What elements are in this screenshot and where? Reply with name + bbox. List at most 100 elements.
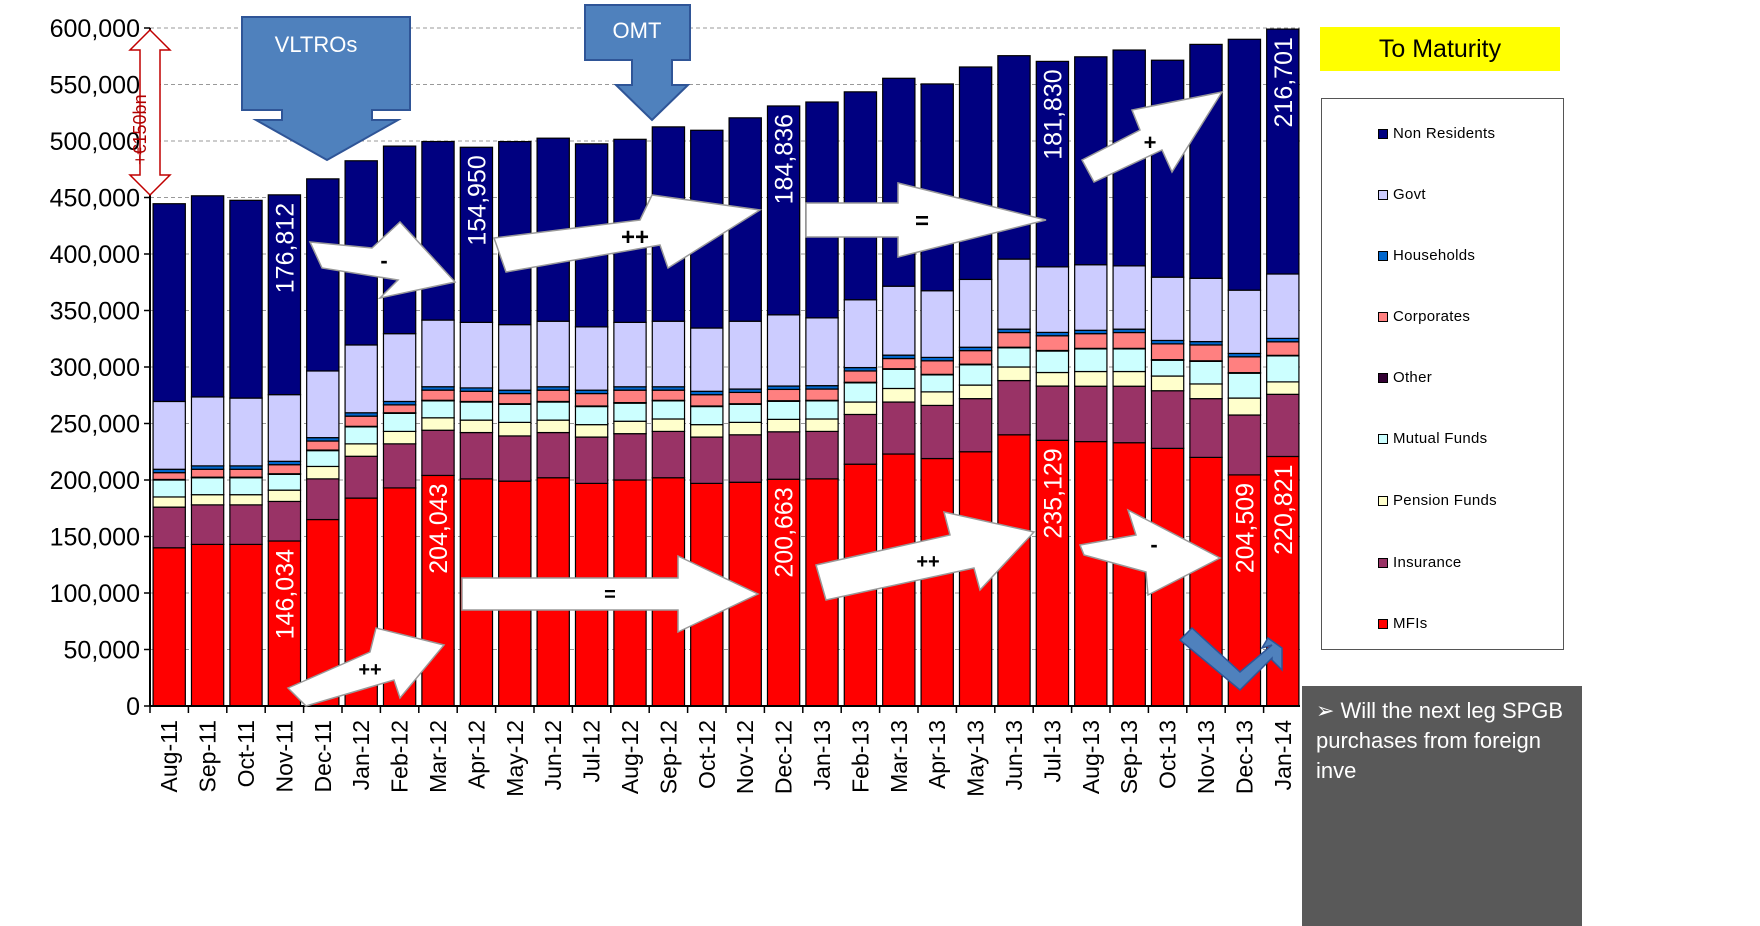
trend-arrow-7: ++ (815, 511, 1036, 601)
bar-corporates-may-12 (498, 392, 532, 405)
x-tick-label: May-12 (502, 720, 528, 797)
bar-insurance-aug-12 (613, 433, 647, 481)
bar-insurance-oct-13 (1150, 390, 1185, 449)
bar-corporates-nov-12 (728, 391, 762, 405)
bar-insurance-nov-13 (1189, 398, 1223, 459)
bar-non-residents-nov-13 (1189, 43, 1223, 279)
data-label: 220,821 (1270, 464, 1298, 554)
legend-swatch (1378, 189, 1388, 200)
legend-item-households: Households (1378, 247, 1475, 264)
bar-govt-nov-12 (728, 320, 762, 390)
bar-mutual-funds-oct-13 (1150, 359, 1185, 377)
bar-mutual-funds-jan-13 (805, 400, 839, 420)
bar-corporates-dec-12 (766, 388, 801, 402)
x-tick-label: Dec-11 (310, 720, 336, 792)
bar-govt-nov-13 (1189, 277, 1223, 343)
bar-mfis-mar-12 (421, 474, 455, 707)
bar-mutual-funds-jul-13 (1035, 350, 1070, 374)
bar-mutual-funds-jun-13 (997, 347, 1031, 368)
x-tick-label: Mar-13 (886, 720, 912, 793)
bar-govt-mar-13 (882, 285, 916, 356)
bar-pension-funds-jun-12 (536, 419, 570, 434)
bar-pension-funds-apr-12 (459, 419, 494, 434)
trend-arrow-2: ++ (492, 194, 763, 273)
bar-govt-oct-12 (690, 327, 724, 392)
bar-mutual-funds-sep-12 (651, 400, 686, 420)
bar-govt-aug-13 (1074, 264, 1108, 331)
bar-mfis-oct-11 (229, 543, 263, 707)
bar-insurance-mar-12 (421, 429, 455, 477)
bar-pension-funds-mar-12 (421, 417, 455, 431)
bar-corporates-apr-12 (459, 390, 494, 403)
x-tick-label: May-13 (963, 720, 989, 797)
data-label: 181,830 (1039, 69, 1067, 159)
bar-non-residents-feb-13 (843, 91, 878, 301)
x-tick-label: Jul-13 (1039, 720, 1065, 783)
legend-label: Households (1393, 247, 1476, 264)
data-label: 204,043 (425, 483, 453, 573)
legend-label: Mutual Funds (1393, 430, 1488, 447)
y-tick-label: 400,000 (50, 241, 140, 269)
bar-mutual-funds-dec-11 (306, 450, 340, 468)
bar-mfis-apr-13 (920, 457, 954, 707)
bar-mutual-funds-dec-12 (766, 400, 801, 420)
bar-mutual-funds-oct-12 (690, 405, 724, 426)
y-tick-label: 50,000 (64, 637, 140, 665)
bar-mutual-funds-aug-11 (152, 479, 186, 498)
bar-corporates-oct-13 (1150, 343, 1185, 361)
bar-pension-funds-nov-12 (728, 421, 762, 436)
bar-mutual-funds-sep-13 (1112, 348, 1146, 373)
bar-mutual-funds-jan-12 (344, 426, 378, 445)
bar-govt-apr-13 (920, 290, 954, 358)
bar-non-residents-oct-13 (1150, 59, 1185, 278)
bar-govt-jan-12 (344, 344, 378, 414)
legend-item-pension-funds: Pension Funds (1378, 492, 1497, 509)
bar-non-residents-sep-11 (190, 195, 225, 398)
bar-insurance-dec-12 (766, 431, 801, 480)
bar-mutual-funds-dec-13 (1227, 372, 1262, 399)
bar-pension-funds-oct-12 (690, 424, 724, 438)
bar-corporates-oct-12 (690, 394, 724, 407)
bar-non-residents-apr-12 (459, 146, 494, 323)
y-tick-label: 200,000 (50, 467, 140, 495)
x-tick-label: Apr-13 (924, 720, 950, 789)
bar-non-residents-dec-12 (766, 105, 801, 316)
trend-arrow-2-label: ++ (621, 224, 649, 251)
x-tick-label: Jan-13 (809, 720, 835, 790)
trend-arrow-3-label: = (915, 208, 929, 235)
x-tick-label: Jul-12 (579, 720, 605, 783)
legend-swatch (1378, 495, 1388, 506)
x-tick-label: Jun-12 (540, 720, 566, 790)
data-label: 154,950 (463, 155, 491, 245)
bar-govt-oct-11 (229, 397, 263, 467)
bar-govt-oct-13 (1150, 276, 1185, 342)
legend-swatch (1378, 618, 1388, 629)
x-tick-label: Jun-13 (1001, 720, 1027, 790)
bar-govt-sep-11 (190, 396, 225, 467)
bar-mutual-funds-mar-13 (882, 368, 916, 390)
callout-omt: OMT (584, 4, 691, 122)
data-label: 204,509 (1231, 483, 1259, 573)
bar-pension-funds-jan-13 (805, 418, 839, 433)
bar-non-residents-mar-12 (421, 140, 455, 321)
y-tick-label: 250,000 (50, 411, 140, 439)
bar-insurance-jan-13 (805, 430, 839, 480)
bar-mutual-funds-may-12 (498, 403, 532, 423)
trend-arrow-4-label: + (1144, 130, 1157, 155)
bar-govt-jan-13 (805, 317, 839, 387)
legend-swatch (1378, 250, 1388, 261)
note-text: ➢ Will the next leg SPGB purchases from … (1302, 686, 1582, 926)
bar-insurance-jan-14 (1266, 393, 1300, 458)
y-tick-label: 100,000 (50, 580, 140, 608)
bar-non-residents-may-13 (958, 66, 993, 281)
bar-insurance-jun-13 (997, 379, 1031, 436)
annotations: +€150bn VLTROs OMT - ++ = + (128, 4, 1283, 707)
bar-pension-funds-jul-12 (574, 424, 609, 438)
bar-corporates-jan-14 (1266, 341, 1300, 356)
bar-corporates-aug-13 (1074, 333, 1108, 349)
bar-non-residents-jul-13 (1035, 60, 1070, 268)
y-tick-label: 350,000 (50, 298, 140, 326)
bar-mfis-aug-11 (152, 547, 186, 707)
bar-pension-funds-sep-12 (651, 418, 686, 433)
bar-insurance-apr-13 (920, 404, 954, 460)
